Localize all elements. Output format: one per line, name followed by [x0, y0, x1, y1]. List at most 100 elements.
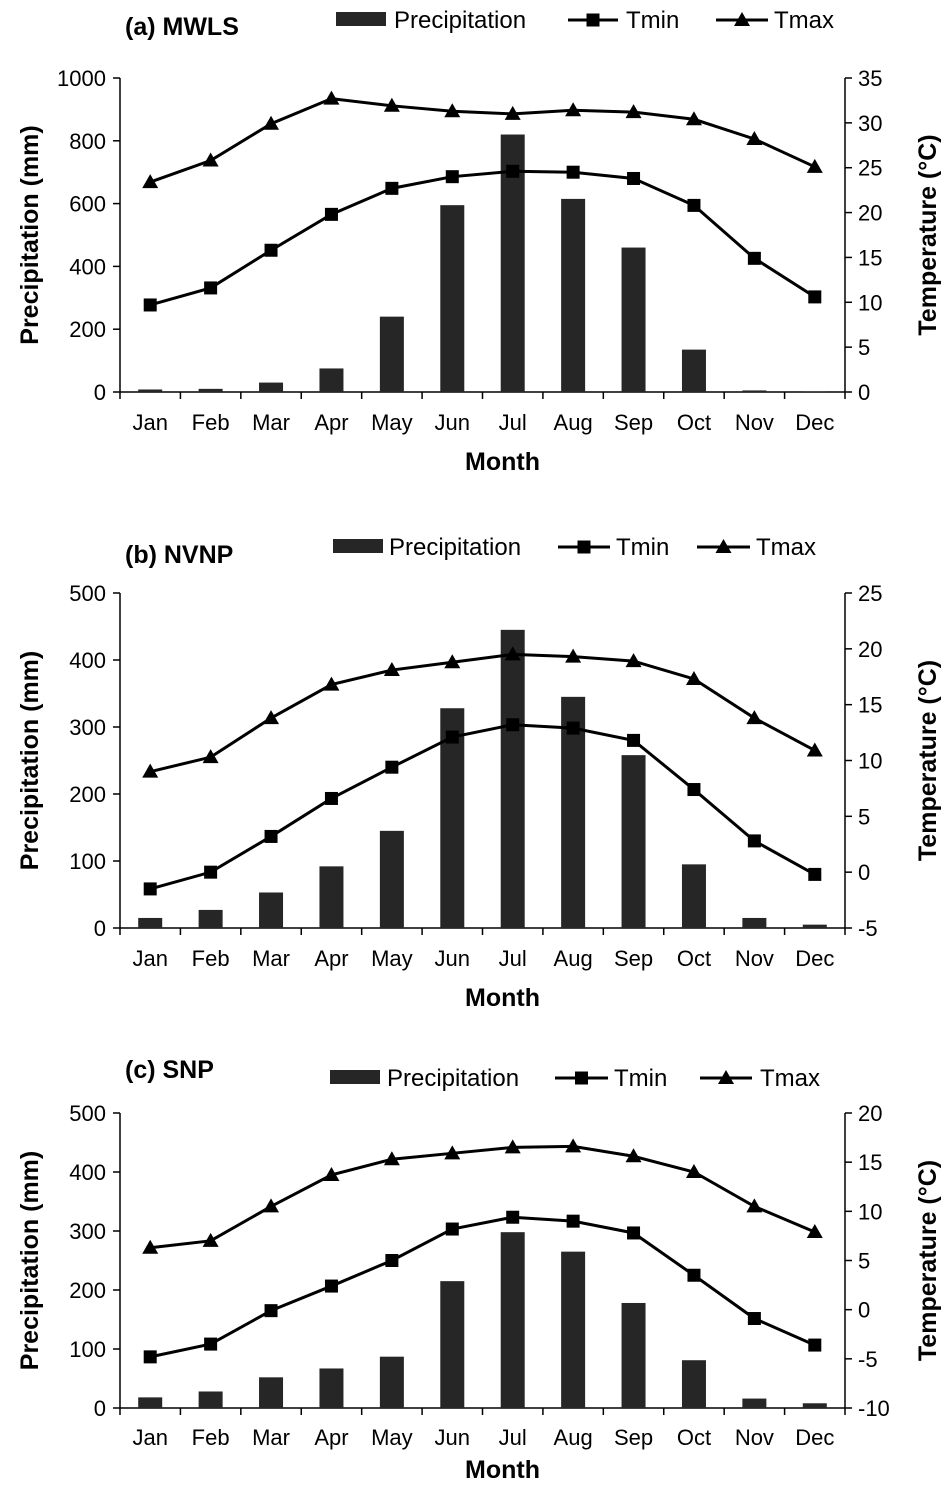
right-tick-label: 15: [858, 1150, 882, 1175]
left-tick-label: 100: [69, 1337, 106, 1362]
tmax-point-jun: [444, 103, 461, 118]
tmin-point-nov: [747, 1312, 761, 1326]
legend-tmin-label: Tmin: [626, 7, 679, 34]
legend-tmin-label: Tmin: [614, 1065, 667, 1092]
tmin-point-feb: [204, 281, 218, 295]
panel-title: (a) MWLS: [125, 13, 239, 41]
month-label: Dec: [795, 1425, 834, 1450]
legend-precip-label: Precipitation: [389, 534, 521, 561]
precip-bar-jul: [500, 1232, 525, 1408]
tmin-line: [149, 723, 816, 891]
month-label: Jun: [435, 410, 470, 435]
tmin-point-apr: [324, 791, 338, 805]
tmax-point-feb: [202, 1232, 219, 1247]
precip-bar-dec: [802, 924, 827, 928]
y-axis-title-left: Precipitation (mm): [16, 125, 44, 344]
tmin-point-dec: [808, 867, 822, 881]
precip-bar-mar: [259, 1377, 284, 1408]
tmax-point-jan: [142, 763, 159, 778]
legend-precip-swatch: [336, 12, 386, 26]
tmax-point-apr: [323, 90, 340, 105]
precip-bar-sep: [621, 1302, 646, 1408]
month-label: May: [371, 410, 413, 435]
precip-bar-jan: [138, 389, 163, 392]
tmax-point-sep: [625, 653, 642, 668]
tmax-point-may: [383, 97, 400, 112]
tmin-point-sep: [627, 1226, 641, 1240]
month-label: Feb: [192, 946, 230, 971]
legend: Precipitation Tmin Tmax: [333, 534, 816, 561]
precip-bar-jan: [138, 917, 163, 928]
right-tick-label: 15: [858, 693, 882, 718]
tmin-point-feb: [204, 1337, 218, 1351]
legend-tmax-label: Tmax: [756, 534, 816, 561]
month-label: Jul: [499, 946, 527, 971]
tmax-point-aug: [565, 648, 582, 663]
right-tick-label: 10: [858, 1199, 882, 1224]
tmin-point-sep: [627, 733, 641, 747]
legend-precip-swatch: [330, 1070, 380, 1084]
left-tick-label: 200: [69, 317, 106, 342]
precip-bar-nov: [742, 390, 767, 392]
tmin-point-may: [385, 181, 399, 195]
right-tick-label: 0: [858, 860, 870, 885]
tmin-point-jul: [506, 1210, 520, 1224]
precip-bar-aug: [561, 1251, 586, 1408]
tmax-point-dec: [806, 158, 823, 173]
precip-bar-feb: [198, 388, 223, 392]
y-axis-title-right: Temperature (°C): [914, 134, 942, 335]
tmin-point-feb: [204, 865, 218, 879]
month-label: Jul: [499, 410, 527, 435]
month-label: Jun: [435, 946, 470, 971]
tmax-point-may: [383, 662, 400, 677]
tmax-point-mar: [263, 115, 280, 130]
right-tick-label: -10: [858, 1396, 890, 1421]
tmax-point-oct: [685, 670, 702, 685]
y-axis-title-right: Temperature (°C): [914, 660, 942, 861]
right-tick-label: 20: [858, 201, 882, 226]
tmax-point-mar: [263, 1198, 280, 1213]
tmax-point-oct: [685, 1164, 702, 1178]
legend-tmax-label: Tmax: [760, 1065, 820, 1092]
month-label: Feb: [192, 410, 230, 435]
tmin-point-nov: [747, 251, 761, 265]
tmax-point-sep: [625, 1148, 642, 1163]
tmin-point-aug: [566, 165, 580, 179]
tmax-point-nov: [746, 131, 763, 146]
month-label: Sep: [614, 410, 653, 435]
precip-bar-may: [379, 830, 404, 928]
left-tick-label: 200: [69, 782, 106, 807]
legend-tmax-label: Tmax: [774, 7, 834, 34]
month-label: Dec: [795, 946, 834, 971]
legend-tmax-marker: [715, 539, 732, 553]
precip-bar-jan: [138, 1397, 163, 1408]
precip-bar-nov: [742, 917, 767, 928]
x-axis-title: Month: [465, 448, 540, 476]
precip-bar-apr: [319, 1368, 344, 1408]
legend-precip-label: Precipitation: [387, 1065, 519, 1092]
tmax-point-jul: [504, 105, 521, 120]
right-tick-label: 0: [858, 380, 870, 405]
tmin-point-jan: [143, 298, 157, 312]
legend-tmin-label: Tmin: [616, 534, 669, 561]
precip-bar-feb: [198, 1391, 223, 1408]
tmin-point-jul: [506, 164, 520, 178]
left-tick-label: 600: [69, 192, 106, 217]
precip-bar-apr: [319, 866, 344, 928]
month-label: Oct: [677, 946, 711, 971]
left-tick-label: 300: [69, 1219, 106, 1244]
precip-bar-oct: [681, 864, 706, 928]
right-tick-label: 25: [858, 581, 882, 606]
month-label: Dec: [795, 410, 834, 435]
tmax-point-aug: [565, 102, 582, 117]
panel-title: (b) NVNP: [125, 541, 233, 569]
left-tick-label: 500: [69, 1101, 106, 1126]
left-tick-label: 800: [69, 129, 106, 154]
tmax-point-jun: [444, 654, 461, 669]
precip-bar-oct: [681, 1360, 706, 1408]
right-tick-label: 20: [858, 1101, 882, 1126]
legend-tmax-marker: [734, 12, 750, 26]
tmin-point-aug: [566, 1214, 580, 1228]
precip-bar-oct: [681, 349, 706, 392]
left-tick-label: 0: [94, 916, 106, 941]
